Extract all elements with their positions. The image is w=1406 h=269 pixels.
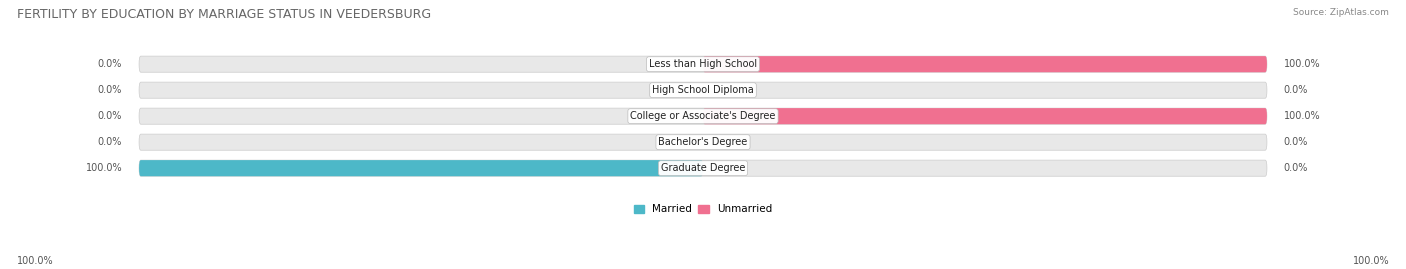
- Text: Less than High School: Less than High School: [650, 59, 756, 69]
- Text: 0.0%: 0.0%: [1284, 137, 1308, 147]
- FancyBboxPatch shape: [139, 160, 1267, 176]
- Text: 0.0%: 0.0%: [98, 85, 122, 95]
- FancyBboxPatch shape: [703, 108, 1267, 124]
- Text: 0.0%: 0.0%: [98, 59, 122, 69]
- Text: 100.0%: 100.0%: [17, 256, 53, 266]
- Text: FERTILITY BY EDUCATION BY MARRIAGE STATUS IN VEEDERSBURG: FERTILITY BY EDUCATION BY MARRIAGE STATU…: [17, 8, 432, 21]
- FancyBboxPatch shape: [703, 56, 1267, 72]
- FancyBboxPatch shape: [139, 56, 1267, 72]
- Text: 100.0%: 100.0%: [1353, 256, 1389, 266]
- Text: Graduate Degree: Graduate Degree: [661, 163, 745, 173]
- Text: High School Diploma: High School Diploma: [652, 85, 754, 95]
- FancyBboxPatch shape: [139, 134, 1267, 150]
- Text: 0.0%: 0.0%: [98, 137, 122, 147]
- Legend: Married, Unmarried: Married, Unmarried: [630, 200, 776, 218]
- Text: 100.0%: 100.0%: [86, 163, 122, 173]
- FancyBboxPatch shape: [139, 82, 1267, 98]
- FancyBboxPatch shape: [139, 160, 703, 176]
- Text: Source: ZipAtlas.com: Source: ZipAtlas.com: [1294, 8, 1389, 17]
- FancyBboxPatch shape: [139, 108, 1267, 124]
- Text: 0.0%: 0.0%: [1284, 163, 1308, 173]
- Text: Bachelor's Degree: Bachelor's Degree: [658, 137, 748, 147]
- Text: 0.0%: 0.0%: [98, 111, 122, 121]
- Text: 100.0%: 100.0%: [1284, 111, 1320, 121]
- Text: College or Associate's Degree: College or Associate's Degree: [630, 111, 776, 121]
- Text: 100.0%: 100.0%: [1284, 59, 1320, 69]
- Text: 0.0%: 0.0%: [1284, 85, 1308, 95]
